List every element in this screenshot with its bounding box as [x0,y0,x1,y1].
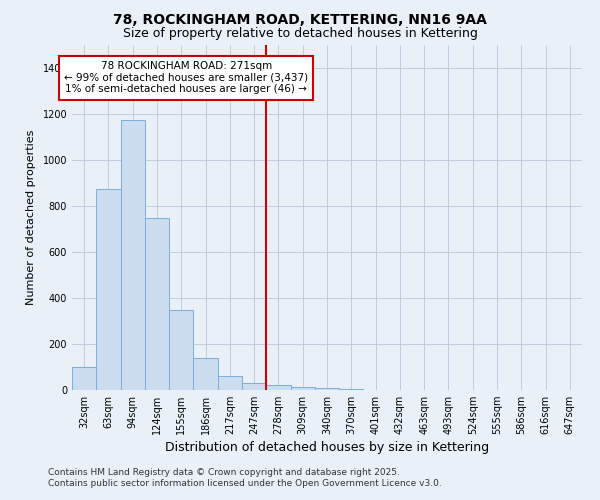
Bar [96,189,121,390]
X-axis label: Distribution of detached houses by size in Kettering: Distribution of detached houses by size … [165,442,489,454]
Bar [169,310,193,390]
Bar [193,358,218,390]
Bar [242,382,266,390]
Bar [72,367,96,390]
Text: Contains HM Land Registry data © Crown copyright and database right 2025.
Contai: Contains HM Land Registry data © Crown c… [48,468,442,487]
Bar [290,386,315,390]
Bar [315,388,339,390]
Text: Size of property relative to detached houses in Kettering: Size of property relative to detached ho… [122,28,478,40]
Y-axis label: Number of detached properties: Number of detached properties [26,130,35,305]
Bar [266,386,290,390]
Bar [218,376,242,390]
Bar [121,120,145,390]
Bar [145,218,169,390]
Text: 78 ROCKINGHAM ROAD: 271sqm
← 99% of detached houses are smaller (3,437)
1% of se: 78 ROCKINGHAM ROAD: 271sqm ← 99% of deta… [64,61,308,94]
Text: 78, ROCKINGHAM ROAD, KETTERING, NN16 9AA: 78, ROCKINGHAM ROAD, KETTERING, NN16 9AA [113,12,487,26]
